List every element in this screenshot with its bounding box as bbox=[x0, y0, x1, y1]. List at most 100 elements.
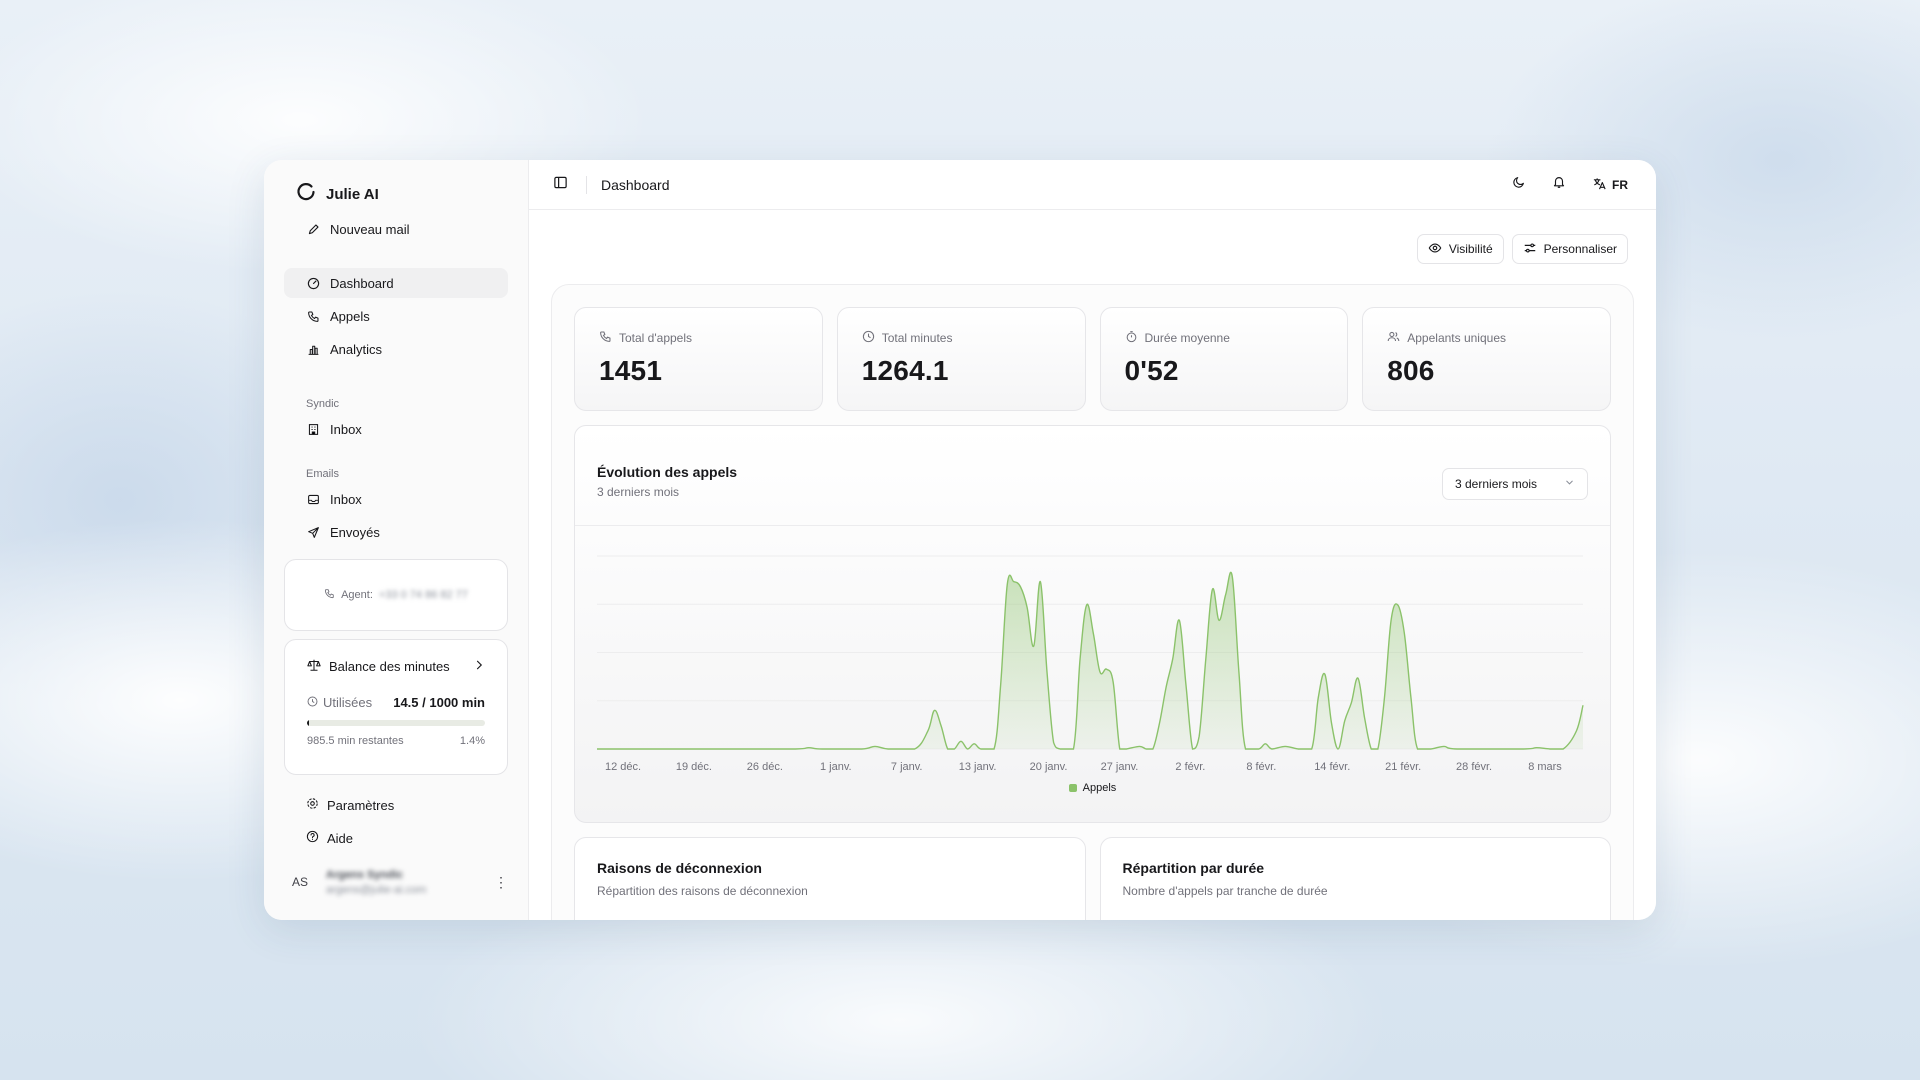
send-icon bbox=[306, 525, 320, 539]
range-select[interactable]: 3 derniers mois bbox=[1442, 468, 1588, 500]
page-actions: Visibilité Personnaliser bbox=[1416, 234, 1628, 264]
user-email: argens@julie-ai.com bbox=[326, 883, 427, 896]
agent-label: Agent: bbox=[341, 589, 373, 601]
phone-icon bbox=[306, 309, 320, 323]
sidebar-item-label: Inbox bbox=[330, 491, 362, 507]
kpi-unique-callers: Appelants uniques 806 bbox=[1362, 307, 1611, 411]
sidebar-item-parametres[interactable]: Paramètres bbox=[276, 790, 516, 820]
agent-card: Agent: +33 0 74 86 82 77 bbox=[284, 559, 508, 631]
chevron-right-icon[interactable] bbox=[473, 659, 485, 674]
sidebar-item-label: Dashboard bbox=[330, 275, 394, 291]
settings-icon bbox=[306, 797, 319, 813]
customize-button[interactable]: Personnaliser bbox=[1511, 234, 1628, 264]
sidebar-item-label: Paramètres bbox=[327, 797, 395, 813]
app-window: Julie AI Nouveau mail Dashboard Appels bbox=[264, 160, 1656, 920]
kpi-total-calls: Total d'appels 1451 bbox=[574, 307, 823, 411]
range-select-value: 3 derniers mois bbox=[1455, 477, 1538, 491]
sidebar-item-emails-inbox[interactable]: Inbox bbox=[284, 484, 508, 514]
x-tick-label: 20 janv. bbox=[1030, 761, 1068, 773]
kpi-value: 806 bbox=[1387, 355, 1435, 386]
pencil-icon bbox=[306, 222, 320, 236]
x-tick-label: 19 déc. bbox=[676, 761, 712, 773]
divider bbox=[586, 175, 587, 194]
card-subtitle: Répartition des raisons de déconnexion bbox=[597, 884, 808, 898]
kpi-label: Appelants uniques bbox=[1407, 331, 1506, 345]
x-tick-label: 8 févr. bbox=[1246, 761, 1276, 773]
x-tick-label: 28 févr. bbox=[1456, 761, 1492, 773]
sidebar-item-aide[interactable]: Aide bbox=[276, 823, 516, 853]
page-title: Dashboard bbox=[601, 176, 670, 193]
calls-evolution-card: Évolution des appels 3 derniers mois 3 d… bbox=[574, 425, 1611, 823]
sidebar: Julie AI Nouveau mail Dashboard Appels bbox=[264, 160, 528, 920]
app-name: Julie AI bbox=[326, 185, 379, 203]
agent-number: +33 0 74 86 82 77 bbox=[378, 589, 468, 601]
x-tick-label: 27 janv. bbox=[1101, 761, 1139, 773]
kpi-average-duration: Durée moyenne 0'52 bbox=[1099, 307, 1349, 411]
bottom-cards: Raisons de déconnexion Répartition des r… bbox=[574, 837, 1611, 920]
scale-icon bbox=[307, 658, 321, 675]
duration-distribution-card: Répartition par durée Nombre d'appels pa… bbox=[1099, 837, 1611, 920]
kpi-row: Total d'appels 1451 Total minutes 1264.1 bbox=[574, 307, 1611, 411]
bar-chart-icon bbox=[306, 342, 320, 356]
help-icon bbox=[306, 830, 319, 846]
bell-icon[interactable] bbox=[1552, 175, 1566, 194]
x-tick-label: 13 janv. bbox=[959, 761, 997, 773]
disconnect-reasons-card: Raisons de déconnexion Répartition des r… bbox=[574, 837, 1086, 920]
series-line-appels bbox=[596, 571, 1584, 750]
building-icon bbox=[306, 422, 320, 436]
x-tick-label: 1 janv. bbox=[820, 761, 852, 773]
card-title: Répartition par durée bbox=[1122, 860, 1265, 876]
remaining-minutes: 985.5 min restantes bbox=[307, 735, 404, 747]
visibility-button[interactable]: Visibilité bbox=[1416, 234, 1504, 264]
moon-icon[interactable] bbox=[1512, 175, 1526, 194]
translate-icon bbox=[1592, 176, 1607, 194]
progress-fill bbox=[307, 720, 310, 726]
customize-label: Personnaliser bbox=[1543, 242, 1617, 256]
x-tick-label: 21 févr. bbox=[1385, 761, 1421, 773]
sidebar-item-label: Aide bbox=[327, 830, 354, 846]
clock-icon bbox=[862, 330, 875, 346]
brand[interactable]: Julie AI bbox=[276, 180, 516, 208]
x-tick-label: 14 févr. bbox=[1314, 761, 1350, 773]
sidebar-item-label: Envoyés bbox=[330, 524, 380, 540]
sidebar-item-envoyes[interactable]: Envoyés bbox=[284, 517, 508, 547]
legend-label: Appels bbox=[1082, 782, 1117, 794]
sidebar-item-appels[interactable]: Appels bbox=[284, 301, 508, 331]
chart-subtitle: 3 derniers mois bbox=[597, 485, 680, 499]
sidebar-item-syndic-inbox[interactable]: Inbox bbox=[284, 414, 508, 444]
avatar: AS bbox=[291, 875, 308, 889]
timer-icon bbox=[1125, 330, 1138, 346]
minutes-balance-card[interactable]: Balance des minutes Utilisées 14.5 / 100… bbox=[284, 639, 508, 775]
more-options-icon[interactable]: ⋮ bbox=[494, 873, 508, 890]
new-mail-label: Nouveau mail bbox=[330, 221, 410, 237]
sidebar-item-label: Appels bbox=[330, 308, 370, 324]
kpi-value: 1264.1 bbox=[861, 355, 949, 386]
clock-icon bbox=[307, 695, 318, 710]
x-tick-label: 8 mars bbox=[1528, 761, 1562, 773]
gauge-icon bbox=[306, 276, 320, 290]
kpi-value: 1451 bbox=[599, 355, 663, 386]
sidebar-item-dashboard[interactable]: Dashboard bbox=[284, 268, 508, 298]
sidebar-toggle-icon[interactable] bbox=[553, 175, 568, 195]
x-tick-label: 26 déc. bbox=[747, 761, 783, 773]
section-label-emails: Emails bbox=[306, 468, 340, 480]
phone-icon bbox=[599, 330, 612, 346]
sidebar-item-analytics[interactable]: Analytics bbox=[284, 334, 508, 364]
kpi-label: Total d'appels bbox=[619, 331, 693, 345]
visibility-label: Visibilité bbox=[1448, 242, 1493, 256]
kpi-value: 0'52 bbox=[1124, 355, 1179, 386]
logo-icon bbox=[296, 182, 316, 207]
eye-icon bbox=[1428, 241, 1442, 258]
x-tick-label: 7 janv. bbox=[891, 761, 923, 773]
card-subtitle: Nombre d'appels par tranche de durée bbox=[1122, 884, 1328, 898]
calls-area-chart: 12 déc. 19 déc. 26 déc. 1 janv. 7 janv. 13 ja… bbox=[596, 555, 1584, 773]
chart-title: Évolution des appels bbox=[597, 464, 738, 480]
used-percent: 1.4% bbox=[459, 735, 485, 747]
x-tick-label: 12 déc. bbox=[605, 761, 641, 773]
user-menu[interactable]: AS Argens Syndic argens@julie-ai.com ⋮ bbox=[284, 862, 508, 902]
language-switcher[interactable]: FR bbox=[1592, 176, 1628, 194]
sidebar-item-label: Analytics bbox=[330, 341, 383, 357]
new-mail-button[interactable]: Nouveau mail bbox=[284, 214, 508, 244]
kpi-label: Durée moyenne bbox=[1144, 331, 1230, 345]
legend-swatch bbox=[1068, 784, 1077, 792]
